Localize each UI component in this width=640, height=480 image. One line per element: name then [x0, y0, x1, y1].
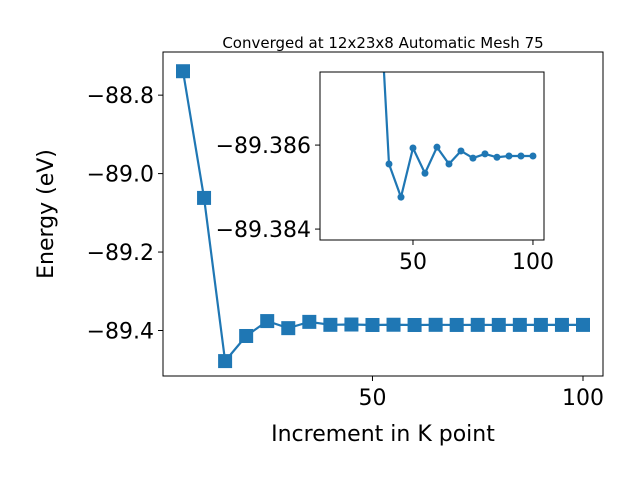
data-point — [176, 64, 190, 79]
data-point — [407, 317, 422, 332]
data-point — [197, 190, 212, 205]
axes-frame — [162, 51, 604, 377]
data-point — [493, 153, 501, 161]
data-point — [239, 328, 254, 343]
y-tick-label: −89.0 — [87, 163, 154, 188]
y-tick-label: −89.4 — [87, 319, 154, 344]
y-tick-label: −89.384 — [216, 218, 311, 243]
y-tick-label: −89.2 — [87, 241, 154, 266]
data-point — [218, 354, 233, 369]
data-point — [529, 152, 537, 160]
data-point — [433, 143, 441, 151]
data-point — [481, 150, 489, 158]
axes-frame — [319, 71, 545, 241]
data-point — [469, 154, 477, 162]
data-point — [397, 193, 405, 201]
data-point — [385, 160, 393, 168]
data-point — [365, 317, 380, 332]
data-point — [457, 147, 465, 155]
plot-area — [176, 64, 590, 369]
data-point — [512, 317, 527, 332]
data-point — [533, 317, 548, 332]
data-point — [470, 317, 485, 332]
data-point — [260, 314, 275, 329]
x-tick-label: 50 — [358, 386, 386, 411]
data-point — [281, 321, 296, 336]
x-tick-label: 100 — [562, 386, 604, 411]
chart-title: Converged at 12x23x8 Automatic Mesh 75 — [222, 34, 543, 52]
data-point — [428, 317, 443, 332]
data-point — [323, 317, 338, 332]
plot-area — [382, 72, 537, 201]
x-axis-label: Increment in K point — [271, 422, 495, 447]
data-point — [449, 317, 464, 332]
data-point — [517, 152, 525, 160]
y-axis-label: Energy (eV) — [34, 149, 59, 279]
data-point — [554, 317, 569, 332]
data-point — [409, 144, 417, 152]
data-point — [491, 317, 506, 332]
data-point — [505, 152, 513, 160]
data-point — [421, 169, 429, 177]
x-tick-label: 50 — [399, 250, 427, 275]
data-point — [386, 317, 401, 332]
data-point — [302, 314, 317, 329]
data-point — [576, 317, 590, 332]
y-tick-label: −89.386 — [216, 134, 311, 159]
data-point — [445, 160, 453, 168]
data-point — [344, 317, 359, 332]
x-tick-label: 100 — [512, 250, 554, 275]
y-tick-label: −88.8 — [87, 84, 154, 109]
